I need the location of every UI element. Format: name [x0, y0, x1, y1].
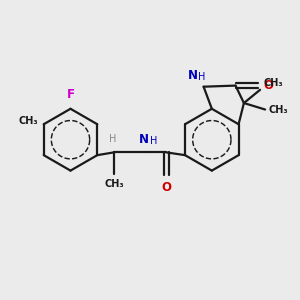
Text: CH₃: CH₃ — [104, 179, 124, 189]
Text: N: N — [139, 133, 148, 146]
Text: CH₃: CH₃ — [18, 116, 38, 126]
Text: CH₃: CH₃ — [268, 104, 288, 115]
Text: O: O — [161, 181, 171, 194]
Text: H: H — [198, 72, 206, 82]
Text: F: F — [67, 88, 74, 101]
Text: H: H — [150, 136, 158, 146]
Text: CH₃: CH₃ — [263, 78, 283, 88]
Text: N: N — [188, 69, 198, 82]
Text: O: O — [263, 79, 273, 92]
Text: H: H — [109, 134, 116, 144]
